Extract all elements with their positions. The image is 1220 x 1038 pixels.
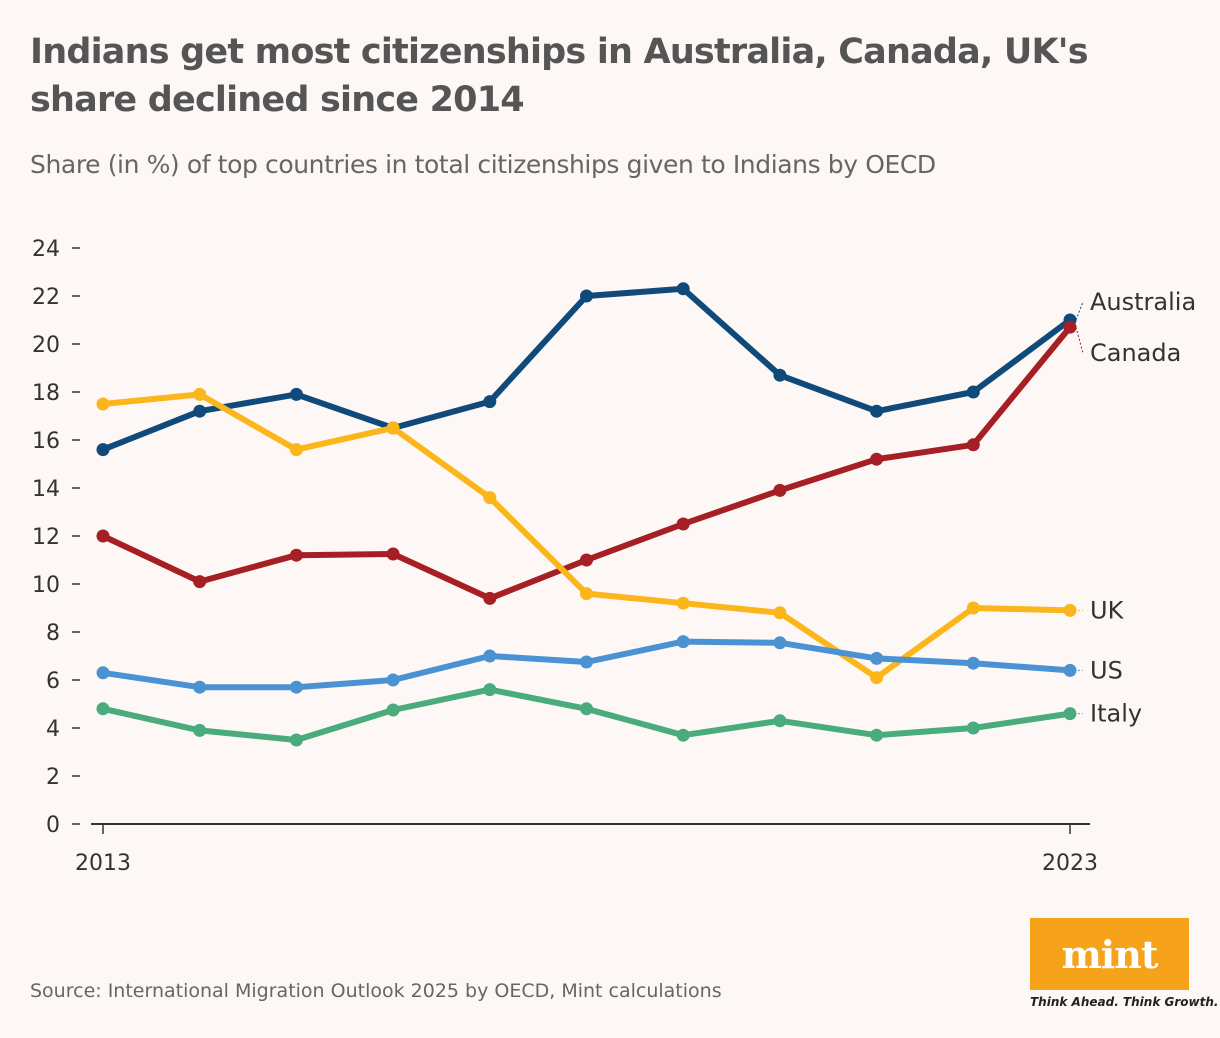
label-leader-australia [1075,301,1084,321]
series-label-canada: Canada [1090,339,1181,367]
y-tick-label: 2 [46,765,60,790]
data-point-australia [966,385,980,399]
y-tick-label: 10 [32,573,60,598]
data-point-canada [1063,320,1077,334]
data-point-australia [483,395,497,409]
data-point-australia [870,404,884,418]
data-point-uk [870,671,884,685]
chart-subtitle: Share (in %) of top countries in total c… [30,150,936,179]
data-point-uk [289,443,303,457]
data-point-canada [386,547,400,561]
data-point-us [289,680,303,694]
data-point-us [870,651,884,665]
data-point-canada [966,438,980,452]
series-line-australia [101,285,1072,453]
data-point-us [580,655,593,669]
y-tick-label: 12 [32,525,60,550]
series-label-australia: Australia [1090,288,1196,316]
data-point-australia [676,282,690,296]
data-point-italy [870,728,884,742]
data-point-uk [386,421,400,435]
data-point-uk [483,491,497,505]
data-point-canada [870,452,884,466]
data-point-us [483,649,497,663]
data-point-uk [773,606,787,620]
data-point-us [676,635,690,649]
series-label-us: US [1090,656,1123,684]
data-point-italy [773,714,787,728]
y-tick-label: 6 [46,669,60,694]
y-tick-label: 14 [32,477,60,502]
data-point-uk [96,397,110,411]
label-leader-canada [1075,327,1084,354]
data-point-australia [289,387,303,401]
data-point-us [96,666,110,680]
source-note: Source: International Migration Outlook … [30,980,722,1002]
y-tick-label: 8 [46,621,60,646]
data-point-uk [676,596,690,610]
data-point-uk [193,387,207,401]
data-point-canada [580,553,593,567]
logo-tagline: Think Ahead. Think Growth. [1030,995,1219,1009]
series-label-italy: Italy [1090,700,1142,728]
y-tick-label: 16 [32,429,60,454]
data-point-uk [580,587,593,601]
x-tick-label: 2023 [1042,851,1098,876]
data-point-us [773,636,787,650]
data-point-italy [96,702,110,716]
data-point-australia [580,289,593,303]
data-point-italy [1063,707,1077,721]
y-tick-label: 22 [32,285,60,310]
data-point-italy [193,723,207,737]
logo-wordmark: mint [1061,931,1159,977]
data-point-italy [289,733,303,747]
y-tick-label: 18 [32,381,60,406]
data-point-canada [289,548,303,562]
data-point-italy [580,702,593,716]
data-point-canada [96,529,110,543]
data-point-australia [773,368,787,382]
data-point-us [1063,663,1077,677]
data-point-uk [1063,603,1077,617]
series-line-uk [102,391,1071,681]
data-point-canada [193,575,207,589]
data-point-us [966,656,980,670]
data-point-italy [483,683,497,697]
chart-title: Indians get most citizenships in Austral… [30,32,1089,120]
series-label-uk: UK [1090,596,1125,624]
mint-logo: mint [1030,918,1189,990]
y-tick-label: 20 [32,333,60,358]
data-point-canada [773,483,787,497]
y-tick-label: 0 [46,813,60,838]
data-point-australia [193,404,207,418]
data-point-uk [966,601,980,615]
x-tick-label: 2013 [75,851,131,876]
data-point-canada [676,517,690,531]
data-point-us [193,680,207,694]
data-point-australia [96,443,110,457]
data-point-italy [966,721,980,735]
data-point-italy [386,703,400,717]
y-tick-label: 24 [32,237,60,262]
data-point-italy [676,728,690,742]
data-point-canada [483,591,497,605]
y-tick-label: 4 [46,717,60,742]
data-point-us [386,673,400,687]
